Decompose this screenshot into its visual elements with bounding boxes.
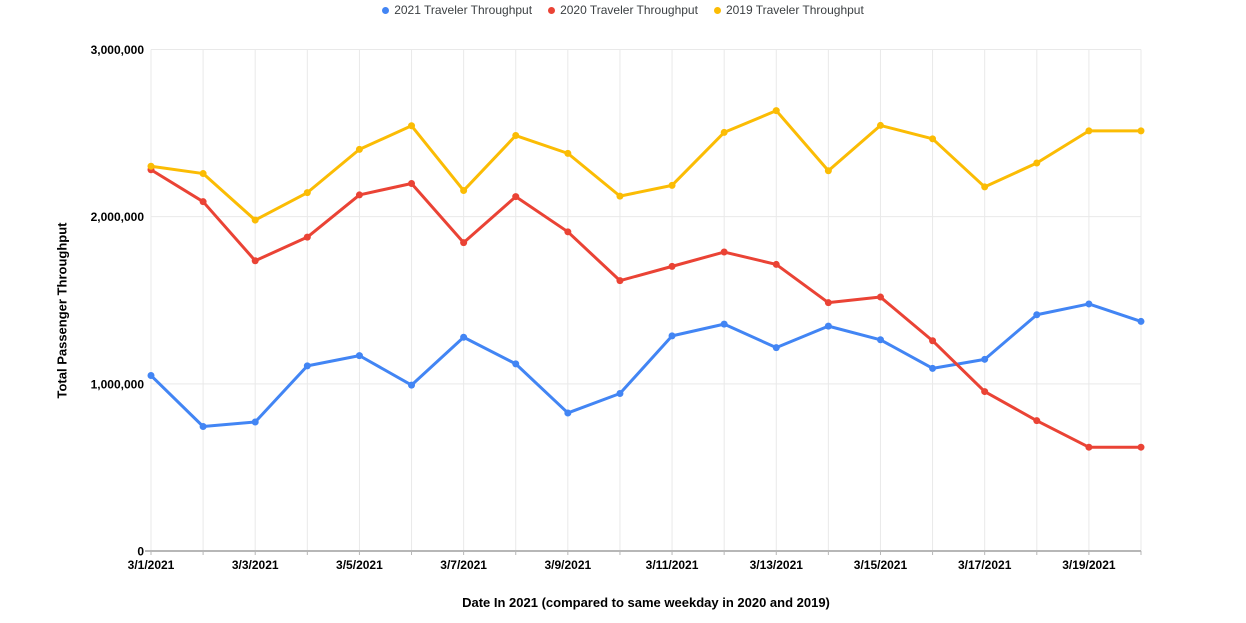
data-point[interactable] bbox=[981, 388, 989, 396]
data-point[interactable] bbox=[512, 360, 520, 368]
data-point[interactable] bbox=[981, 355, 989, 363]
data-point[interactable] bbox=[408, 179, 416, 187]
data-point[interactable] bbox=[147, 162, 155, 170]
data-point[interactable] bbox=[616, 192, 624, 200]
data-point[interactable] bbox=[720, 128, 728, 136]
data-point[interactable] bbox=[1033, 159, 1041, 167]
series-line[interactable] bbox=[149, 302, 1143, 428]
x-axis-tick-label: 3/7/2021 bbox=[440, 558, 487, 572]
data-point[interactable] bbox=[981, 183, 989, 191]
legend-swatch-icon bbox=[382, 6, 390, 14]
data-point[interactable] bbox=[876, 293, 884, 301]
x-axis-tick-label: 3/11/2021 bbox=[646, 558, 699, 572]
data-point[interactable] bbox=[668, 332, 676, 340]
data-point[interactable] bbox=[1033, 311, 1041, 319]
y-axis-tick-label: 3,000,000 bbox=[91, 43, 145, 57]
data-point[interactable] bbox=[303, 233, 311, 241]
data-point[interactable] bbox=[147, 372, 155, 380]
data-point[interactable] bbox=[616, 389, 624, 397]
data-point[interactable] bbox=[199, 170, 207, 178]
x-axis-tick-label: 3/17/2021 bbox=[958, 558, 1012, 572]
data-point[interactable] bbox=[1137, 443, 1145, 451]
x-axis-tick-label: 3/15/2021 bbox=[854, 558, 908, 572]
data-point[interactable] bbox=[512, 193, 520, 201]
data-point[interactable] bbox=[876, 121, 884, 129]
y-axis-title: Total Passenger Throughput bbox=[54, 222, 70, 399]
data-point[interactable] bbox=[824, 322, 832, 330]
data-point[interactable] bbox=[251, 216, 259, 224]
data-point[interactable] bbox=[1085, 300, 1093, 308]
legend-swatch-icon bbox=[713, 6, 721, 14]
legend-item[interactable]: 2019 Traveler Throughput bbox=[713, 3, 864, 17]
data-point[interactable] bbox=[772, 107, 780, 115]
data-point[interactable] bbox=[1085, 443, 1093, 451]
data-point[interactable] bbox=[564, 409, 572, 417]
legend-label: 2020 Traveler Throughput bbox=[560, 3, 698, 17]
x-axis-tick-label: 3/5/2021 bbox=[336, 558, 383, 572]
data-point[interactable] bbox=[251, 418, 259, 426]
data-point[interactable] bbox=[668, 181, 676, 189]
data-point[interactable] bbox=[512, 132, 520, 140]
data-point[interactable] bbox=[303, 189, 311, 197]
x-axis-title: Date In 2021 (compared to same weekday i… bbox=[462, 595, 830, 610]
x-axis-tick-label: 3/1/2021 bbox=[128, 558, 175, 572]
data-point[interactable] bbox=[720, 320, 728, 328]
data-point[interactable] bbox=[460, 239, 468, 247]
data-point[interactable] bbox=[929, 337, 937, 345]
series-line[interactable] bbox=[149, 109, 1143, 222]
data-point[interactable] bbox=[720, 248, 728, 256]
y-axis-tick-label: 2,000,000 bbox=[91, 210, 145, 224]
data-point[interactable] bbox=[564, 149, 572, 157]
legend-item[interactable]: 2020 Traveler Throughput bbox=[548, 3, 698, 17]
data-point[interactable] bbox=[303, 362, 311, 370]
x-axis-tick-label: 3/9/2021 bbox=[544, 558, 591, 572]
data-point[interactable] bbox=[876, 336, 884, 344]
data-point[interactable] bbox=[616, 277, 624, 285]
data-point[interactable] bbox=[824, 299, 832, 307]
x-axis-tick-label: 3/3/2021 bbox=[232, 558, 279, 572]
data-point[interactable] bbox=[355, 352, 363, 360]
data-point[interactable] bbox=[460, 333, 468, 341]
data-point[interactable] bbox=[668, 262, 676, 270]
data-point[interactable] bbox=[824, 167, 832, 175]
data-point[interactable] bbox=[1137, 317, 1145, 325]
data-point[interactable] bbox=[408, 381, 416, 389]
data-point[interactable] bbox=[1033, 417, 1041, 425]
data-point[interactable] bbox=[199, 198, 207, 206]
legend-label: 2021 Traveler Throughput bbox=[394, 3, 533, 17]
data-point[interactable] bbox=[929, 135, 937, 143]
data-point[interactable] bbox=[772, 260, 780, 268]
data-point[interactable] bbox=[460, 187, 468, 195]
x-axis-tick-label: 3/19/2021 bbox=[1062, 558, 1116, 572]
data-point[interactable] bbox=[1085, 127, 1093, 135]
chart-legend: 2021 Traveler Throughput 2020 Traveler Th… bbox=[0, 3, 1246, 17]
legend-item[interactable]: 2021 Traveler Throughput bbox=[382, 3, 532, 17]
data-point[interactable] bbox=[1137, 127, 1145, 135]
data-point[interactable] bbox=[564, 228, 572, 236]
legend-label: 2019 Traveler Throughput bbox=[725, 3, 864, 17]
data-point[interactable] bbox=[355, 145, 363, 153]
data-point[interactable] bbox=[355, 191, 363, 199]
y-axis-tick-label: 0 bbox=[137, 545, 144, 559]
data-point[interactable] bbox=[199, 422, 207, 430]
data-point[interactable] bbox=[251, 257, 259, 265]
data-point[interactable] bbox=[929, 364, 937, 372]
y-axis-tick-label: 1,000,000 bbox=[91, 377, 145, 391]
x-axis-tick-label: 3/13/2021 bbox=[750, 558, 804, 572]
data-point[interactable] bbox=[408, 122, 416, 130]
data-point[interactable] bbox=[772, 344, 780, 352]
legend-swatch-icon bbox=[548, 6, 556, 14]
series-line[interactable] bbox=[149, 168, 1143, 449]
